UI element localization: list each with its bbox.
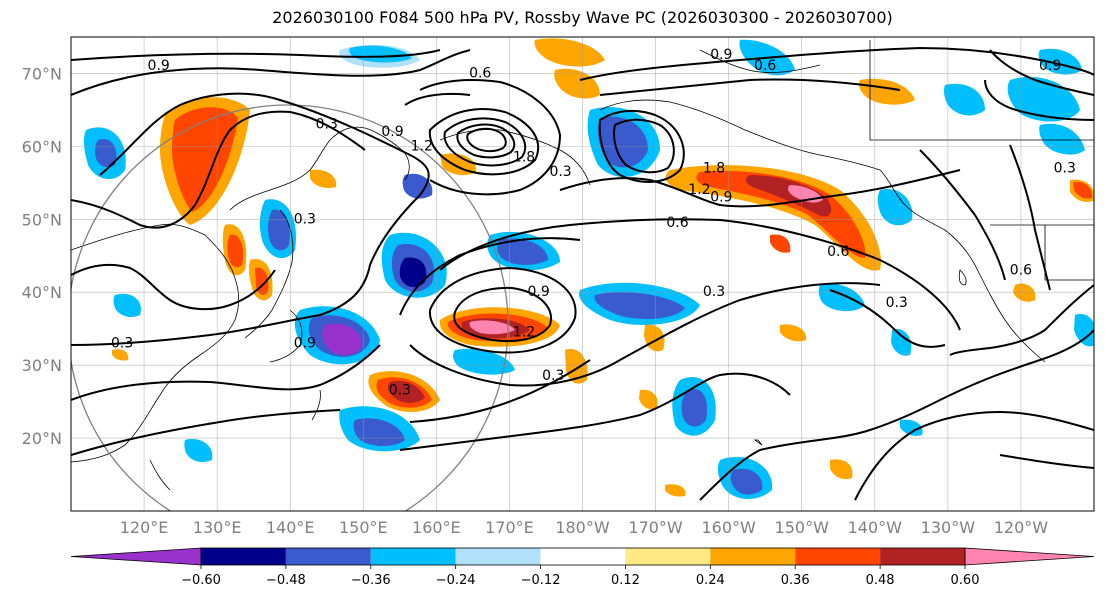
lon-tick-label: 170°W (628, 518, 683, 537)
lon-tick-label: 130°E (193, 518, 242, 537)
contour-label: 0.3 (549, 164, 571, 180)
contour-label: 0.9 (1039, 58, 1061, 74)
colorbar-segment (880, 548, 965, 565)
contour-label: 1.8 (513, 149, 535, 165)
colorbar-segment (795, 548, 881, 565)
colorbar-tick-label: 0.48 (866, 573, 895, 588)
contour-label: 0.6 (1010, 262, 1032, 278)
contour-label: 0.6 (754, 58, 776, 74)
figure-title: 2026030100 F084 500 hPa PV, Rossby Wave … (272, 8, 893, 27)
contour-label: 0.9 (381, 124, 403, 140)
contour-labels: 0.90.3 0.91.21.80.60.30.90.61.81.2 0.90.60… (111, 47, 1076, 399)
map-frame (70, 36, 1095, 512)
lon-tick-label: 150°E (339, 518, 388, 537)
contour-label: 0.9 (528, 284, 550, 300)
contour-label: 1.2 (513, 324, 535, 340)
contour-label: 0.6 (666, 215, 688, 231)
colorbar-segment (455, 548, 541, 565)
colorbar-extension-max (964, 547, 1095, 566)
contour-label: 1.8 (703, 160, 725, 176)
contour-label: 0.3 (294, 211, 316, 227)
colorbar-segment (710, 548, 796, 565)
colorbar-tick-label: 0.36 (781, 573, 810, 588)
range-circle (71, 104, 509, 511)
lon-tick-label: 120°W (994, 518, 1049, 537)
lon-tick-label: 140°E (266, 518, 315, 537)
contour-label: 0.3 (389, 383, 411, 399)
lon-tick-label: 170°E (485, 518, 534, 537)
contour-label: 0.9 (710, 189, 732, 205)
lat-tick-label: 70°N (22, 64, 62, 83)
colorbar-tick-label: 0.12 (611, 573, 640, 588)
lon-tick-label: 130°W (921, 518, 976, 537)
contour-label: 0.3 (542, 368, 564, 384)
colorbar-extension-min (70, 547, 202, 566)
colorbar-segment (540, 548, 626, 565)
longitude-labels: 120°E 130°E 140°E 150°E 160°E 170°E 180°W 170°W… (120, 518, 1049, 537)
colorbar-segment (285, 548, 371, 565)
latitude-labels: 20°N 30°N 40°N 50°N 60°N 70°N (22, 64, 62, 448)
contour-label: 1.2 (411, 138, 433, 154)
contour-label: 0.3 (1054, 160, 1076, 176)
lon-tick-label: 160°E (412, 518, 461, 537)
contour-label: 0.3 (886, 295, 908, 311)
contour-label: 0.6 (827, 244, 849, 260)
coastlines (71, 40, 1094, 491)
colorbar-tick-label: −0.24 (436, 573, 476, 588)
contour-label: 0.3 (111, 335, 133, 351)
contour-label: 0.3 (316, 117, 338, 133)
pv-anomaly-shading (83, 38, 1094, 500)
colorbar-tick-label: −0.36 (351, 573, 391, 588)
colorbar (70, 547, 1095, 566)
lat-tick-label: 30°N (22, 356, 62, 375)
contour-label: 0.9 (294, 335, 316, 351)
contour-label: 0.9 (148, 58, 170, 74)
colorbar-tick-labels: −0.60 −0.48 −0.36 −0.24 −0.12 0.12 0.24 0.36 0.4… (181, 565, 979, 588)
lon-tick-label: 160°W (701, 518, 756, 537)
colorbar-tick-label: 0.24 (696, 573, 725, 588)
contour-label: 1.2 (688, 182, 710, 198)
lat-tick-label: 20°N (22, 429, 62, 448)
colorbar-segment (370, 548, 456, 565)
lat-tick-label: 50°N (22, 210, 62, 229)
lat-tick-label: 40°N (22, 283, 62, 302)
lon-tick-label: 150°W (775, 518, 830, 537)
colorbar-outline (200, 547, 966, 566)
colorbar-tick-label: 0.60 (951, 573, 980, 588)
contour-label: 0.3 (703, 284, 725, 300)
colorbar-tick-label: −0.48 (266, 573, 306, 588)
colorbar-segment (625, 548, 711, 565)
lon-tick-label: 140°W (848, 518, 903, 537)
colorbar-tick-label: −0.60 (181, 573, 221, 588)
pv-contours (71, 46, 1094, 501)
contour-label: 0.6 (469, 65, 491, 81)
lon-tick-label: 120°E (120, 518, 169, 537)
map-gridlines (71, 37, 1094, 511)
colorbar-tick-label: −0.12 (521, 573, 561, 588)
colorbar-segment (201, 548, 286, 565)
lat-tick-label: 60°N (22, 137, 62, 156)
contour-label: 0.9 (710, 47, 732, 63)
lon-tick-label: 180°W (555, 518, 610, 537)
